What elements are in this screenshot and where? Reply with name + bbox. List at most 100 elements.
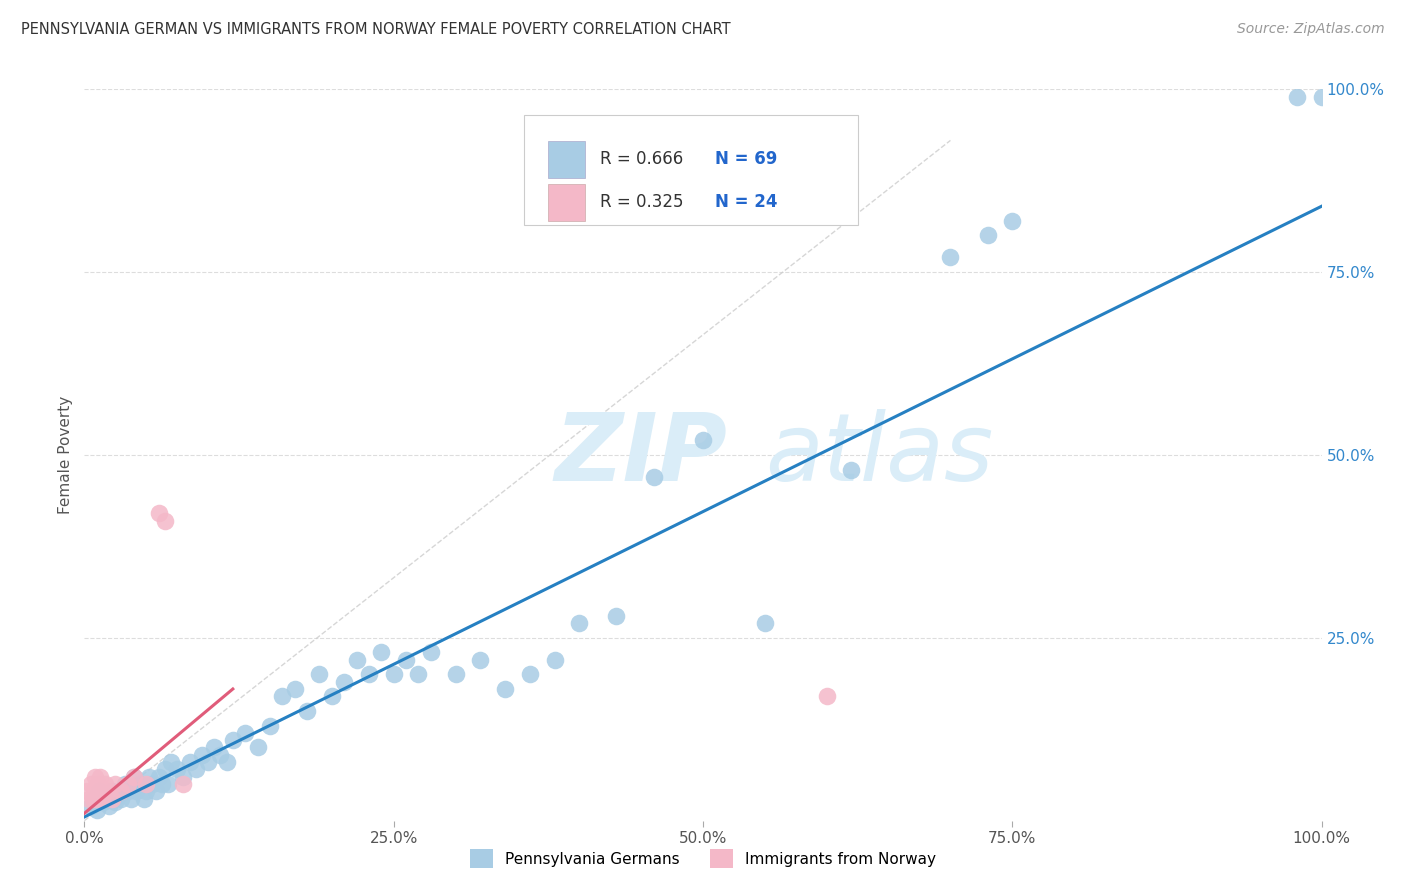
Point	[148, 770, 170, 784]
Point	[79, 799, 101, 814]
Point	[153, 763, 176, 777]
Point	[91, 796, 114, 810]
Point	[138, 770, 160, 784]
Point	[259, 718, 281, 732]
Text: atlas: atlas	[765, 409, 993, 500]
Point	[104, 777, 127, 791]
Point	[815, 690, 838, 704]
Point	[89, 784, 111, 798]
Point	[470, 653, 492, 667]
Point	[117, 777, 139, 791]
Text: N = 69: N = 69	[716, 151, 778, 169]
Point	[83, 784, 105, 798]
Point	[100, 784, 122, 798]
Point	[209, 747, 232, 762]
Y-axis label: Female Poverty: Female Poverty	[58, 396, 73, 514]
Point	[110, 784, 132, 798]
Point	[605, 608, 627, 623]
Text: N = 24: N = 24	[716, 194, 778, 211]
Point	[382, 667, 405, 681]
Point	[157, 777, 180, 791]
Point	[89, 770, 111, 784]
Point	[98, 799, 121, 814]
Point	[90, 791, 112, 805]
Point	[122, 770, 145, 784]
Point	[148, 507, 170, 521]
Point	[76, 784, 98, 798]
Point	[91, 784, 114, 798]
FancyBboxPatch shape	[523, 115, 858, 225]
Point	[543, 653, 565, 667]
Point	[370, 645, 392, 659]
Point	[96, 791, 118, 805]
Text: R = 0.666: R = 0.666	[600, 151, 683, 169]
Point	[308, 667, 330, 681]
Point	[692, 434, 714, 448]
Point	[153, 514, 176, 528]
Point	[79, 791, 101, 805]
Point	[132, 791, 155, 805]
Point	[191, 747, 214, 762]
Point	[94, 777, 117, 791]
Point	[841, 462, 863, 476]
Point	[271, 690, 294, 704]
Point	[135, 777, 157, 791]
Point	[108, 788, 131, 802]
Text: PENNSYLVANIA GERMAN VS IMMIGRANTS FROM NORWAY FEMALE POVERTY CORRELATION CHART: PENNSYLVANIA GERMAN VS IMMIGRANTS FROM N…	[21, 22, 731, 37]
Point	[97, 784, 120, 798]
Point	[284, 681, 307, 696]
Point	[346, 653, 368, 667]
Text: ZIP: ZIP	[554, 409, 727, 501]
Point	[643, 470, 665, 484]
Point	[122, 770, 145, 784]
Point	[145, 784, 167, 798]
Point	[100, 791, 122, 805]
Point	[114, 777, 136, 791]
Point	[172, 770, 194, 784]
Point	[568, 616, 591, 631]
Point	[141, 777, 163, 791]
Point	[160, 755, 183, 769]
Point	[395, 653, 418, 667]
Point	[82, 791, 104, 805]
FancyBboxPatch shape	[548, 184, 585, 220]
Point	[125, 784, 148, 798]
Point	[295, 704, 318, 718]
Point	[79, 777, 101, 791]
Point	[86, 791, 108, 805]
Point	[939, 251, 962, 265]
Point	[129, 777, 152, 791]
Point	[1285, 89, 1308, 103]
Point	[321, 690, 343, 704]
Point	[233, 726, 256, 740]
Point	[357, 667, 380, 681]
Point	[215, 755, 238, 769]
Point	[444, 667, 467, 681]
Point	[110, 791, 132, 805]
Point	[202, 740, 225, 755]
Point	[172, 777, 194, 791]
Point	[419, 645, 441, 659]
Point	[197, 755, 219, 769]
Point	[87, 777, 110, 791]
Legend: Pennsylvania Germans, Immigrants from Norway: Pennsylvania Germans, Immigrants from No…	[470, 849, 936, 868]
Point	[408, 667, 430, 681]
Point	[754, 616, 776, 631]
Point	[89, 784, 111, 798]
Point	[333, 674, 356, 689]
Point	[976, 228, 998, 243]
Point	[246, 740, 269, 755]
Text: R = 0.325: R = 0.325	[600, 194, 683, 211]
Point	[166, 763, 188, 777]
Point	[179, 755, 201, 769]
Point	[184, 763, 207, 777]
Point	[1001, 214, 1024, 228]
Point	[135, 784, 157, 798]
Point	[120, 791, 142, 805]
Text: Source: ZipAtlas.com: Source: ZipAtlas.com	[1237, 22, 1385, 37]
Point	[84, 770, 107, 784]
Point	[222, 733, 245, 747]
Point	[83, 791, 105, 805]
Point	[104, 796, 127, 810]
Point	[117, 784, 139, 798]
